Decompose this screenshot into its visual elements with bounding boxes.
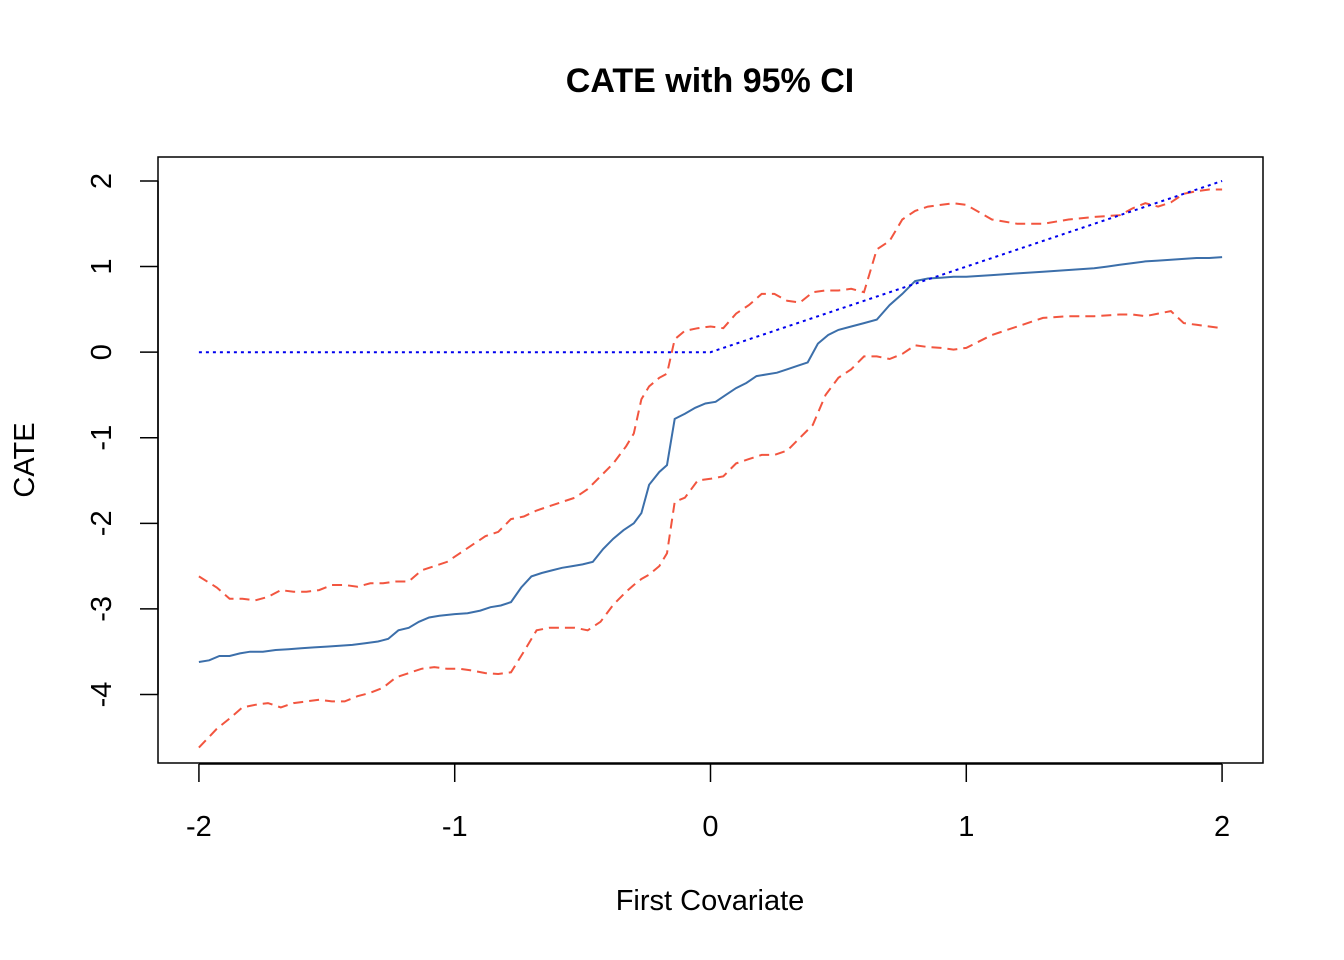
- series-layer: [198, 180, 1223, 749]
- series-line-4-dotted: [198, 180, 1223, 354]
- series-line-2-solid: [198, 256, 1223, 663]
- y-tick-label: -4: [86, 682, 118, 708]
- y-axis: -4 -3 -2 -1 0 1 2: [86, 173, 159, 708]
- y-tick-label: -1: [86, 425, 118, 451]
- y-axis-label: CATE: [9, 422, 41, 497]
- series-line-1-dashed: [198, 188, 1223, 602]
- x-tick-label: -2: [186, 811, 212, 843]
- y-tick-label: -2: [86, 510, 118, 536]
- y-tick-label: 1: [86, 259, 118, 275]
- y-tick-label: 0: [86, 344, 118, 360]
- x-axis-label: First Covariate: [616, 885, 805, 917]
- x-tick-label: -1: [442, 811, 468, 843]
- chart-title: CATE with 95% CI: [566, 62, 854, 100]
- y-tick-label: -3: [86, 596, 118, 622]
- x-tick-label: 0: [702, 811, 718, 843]
- y-tick-label: 2: [86, 173, 118, 189]
- x-tick-label: 1: [958, 811, 974, 843]
- x-tick-label: 2: [1214, 811, 1230, 843]
- x-axis: -2 -1 0 1 2: [186, 763, 1230, 843]
- plot-frame: [157, 156, 1264, 764]
- series-line-3-dashed: [198, 310, 1223, 749]
